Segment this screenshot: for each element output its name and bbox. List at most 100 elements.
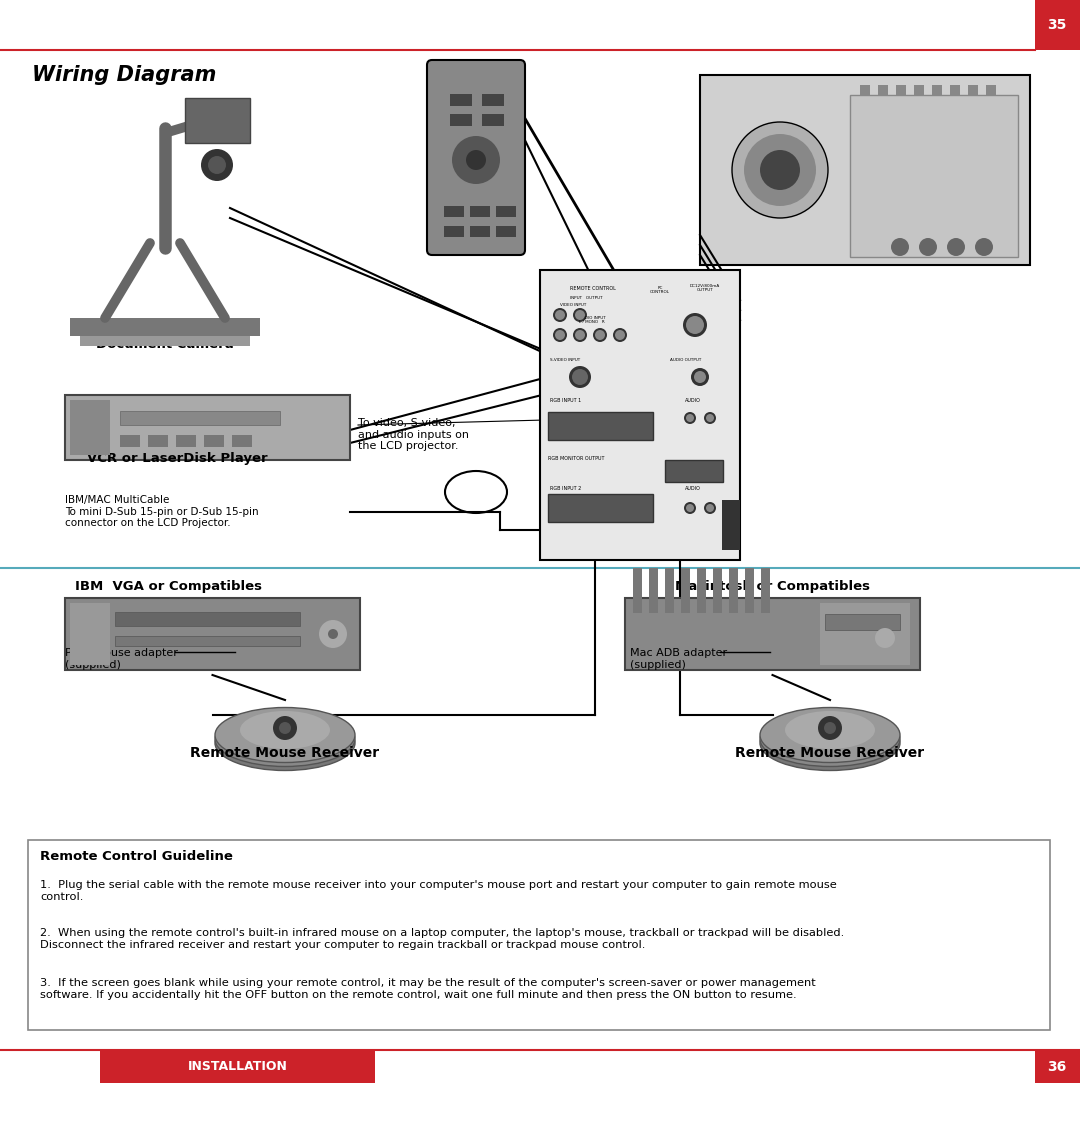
Bar (114, 636, 300, 646)
Circle shape (279, 722, 291, 734)
Circle shape (319, 620, 347, 648)
Bar (700, 75, 1030, 265)
Bar (148, 435, 168, 447)
Text: RGB INPUT 2: RGB INPUT 2 (550, 486, 581, 490)
Circle shape (975, 238, 993, 256)
Text: PS/2 mouse adapter
(supplied): PS/2 mouse adapter (supplied) (65, 648, 178, 670)
Circle shape (575, 330, 585, 339)
Ellipse shape (785, 711, 875, 749)
Text: S-VIDEO INPUT: S-VIDEO INPUT (550, 358, 580, 362)
Bar (896, 85, 906, 107)
Bar (665, 568, 674, 613)
Bar (878, 85, 888, 107)
Bar (444, 206, 464, 217)
Text: VCR or LaserDisk Player: VCR or LaserDisk Player (87, 451, 268, 465)
Circle shape (572, 369, 588, 385)
Circle shape (891, 238, 909, 256)
Bar (70, 604, 110, 665)
Text: DC12V/800mA
OUTPUT: DC12V/800mA OUTPUT (690, 283, 720, 293)
Bar (723, 499, 740, 550)
Text: 36: 36 (1048, 1060, 1067, 1074)
Bar (70, 318, 260, 336)
Bar (729, 568, 738, 613)
Text: IBM/MAC MultiCable
To mini D-Sub 15-pin or D-Sub 15-pin
connector on the LCD Pro: IBM/MAC MultiCable To mini D-Sub 15-pin … (65, 495, 258, 528)
Circle shape (573, 328, 588, 342)
Text: Remote Control Guideline: Remote Control Guideline (40, 849, 233, 863)
Circle shape (686, 504, 694, 512)
Ellipse shape (760, 711, 900, 767)
Ellipse shape (215, 711, 355, 767)
Text: 1.  Plug the serial cable with the remote mouse receiver into your computer's mo: 1. Plug the serial cable with the remote… (40, 880, 837, 902)
Text: Mac ADB adapter
(supplied): Mac ADB adapter (supplied) (630, 648, 727, 670)
Text: IBM  VGA or Compatibles: IBM VGA or Compatibles (75, 580, 262, 593)
Bar (860, 85, 870, 107)
Circle shape (553, 328, 567, 342)
Bar (496, 226, 516, 237)
Bar (825, 614, 900, 630)
Bar (65, 395, 350, 459)
Circle shape (575, 310, 585, 320)
Circle shape (686, 414, 694, 422)
Bar (633, 568, 642, 613)
Text: AUDIO: AUDIO (685, 398, 701, 402)
Circle shape (706, 504, 714, 512)
Bar (761, 568, 770, 613)
Bar (968, 85, 978, 107)
Text: 3.  If the screen goes blank while using your remote control, it may be the resu: 3. If the screen goes blank while using … (40, 978, 815, 1000)
Text: AUDIO OUTPUT: AUDIO OUTPUT (670, 358, 701, 362)
Circle shape (569, 366, 591, 387)
Circle shape (732, 122, 828, 218)
Bar (100, 1050, 375, 1084)
Circle shape (744, 134, 816, 206)
Bar (548, 411, 653, 440)
Bar (548, 494, 653, 522)
Circle shape (691, 368, 708, 386)
Bar (665, 459, 723, 482)
Bar (1035, 1050, 1080, 1084)
Text: INSTALLATION: INSTALLATION (188, 1061, 288, 1073)
Text: 35: 35 (1048, 18, 1067, 32)
Text: RGB MONITOR OUTPUT: RGB MONITOR OUTPUT (548, 456, 605, 461)
Text: Document Camera: Document Camera (96, 338, 234, 351)
Circle shape (704, 411, 716, 424)
Circle shape (760, 150, 800, 190)
Bar (914, 85, 924, 107)
Bar (713, 568, 723, 613)
Circle shape (201, 149, 233, 181)
Bar (204, 435, 224, 447)
Circle shape (328, 629, 338, 639)
Bar (120, 435, 140, 447)
Bar (470, 226, 490, 237)
Circle shape (704, 502, 716, 514)
Bar (482, 114, 504, 126)
Circle shape (694, 371, 706, 383)
Circle shape (555, 330, 565, 339)
Ellipse shape (760, 716, 900, 770)
Text: VIDEO INPUT: VIDEO INPUT (561, 303, 586, 307)
Bar (70, 400, 110, 455)
Circle shape (595, 330, 605, 339)
Circle shape (615, 330, 625, 339)
Circle shape (453, 136, 500, 184)
Bar (745, 568, 754, 613)
Bar (114, 612, 300, 626)
Bar (444, 226, 464, 237)
Bar (540, 270, 740, 560)
Bar (185, 98, 249, 143)
Ellipse shape (760, 708, 900, 762)
Circle shape (683, 313, 707, 337)
Circle shape (947, 238, 966, 256)
Bar (850, 95, 1018, 257)
Bar (625, 598, 920, 670)
Ellipse shape (240, 711, 330, 749)
FancyBboxPatch shape (427, 59, 525, 255)
Text: PC
CONTROL: PC CONTROL (650, 286, 670, 294)
Circle shape (684, 502, 696, 514)
Circle shape (593, 328, 607, 342)
Bar (932, 85, 942, 107)
Circle shape (684, 411, 696, 424)
Bar (496, 206, 516, 217)
Text: INPUT   OUTPUT: INPUT OUTPUT (570, 296, 603, 299)
Bar (28, 840, 1050, 1030)
Circle shape (273, 716, 297, 740)
